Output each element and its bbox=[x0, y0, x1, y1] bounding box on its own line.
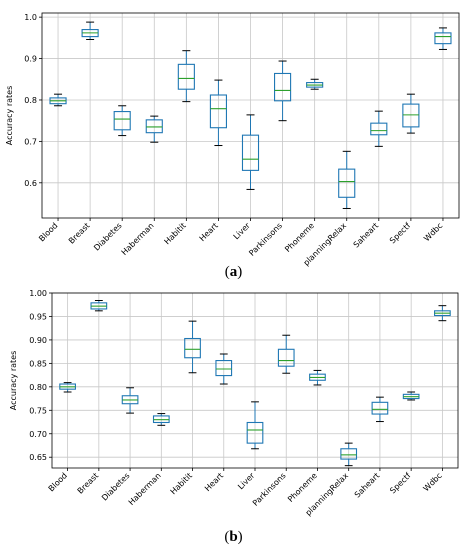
panel-b-box-parkinsons bbox=[277, 334, 295, 374]
panel-a-box-planningrelax bbox=[338, 150, 356, 209]
iqr-box bbox=[370, 122, 388, 136]
panel-b-x-tick-label-habitit: Habitit bbox=[169, 471, 194, 496]
iqr-box bbox=[241, 134, 260, 171]
iqr-box bbox=[209, 94, 227, 129]
iqr-box bbox=[177, 63, 195, 90]
panel-b-y-tick-label: 0.75 bbox=[29, 406, 47, 415]
iqr-box bbox=[113, 111, 131, 131]
panel-b-box-diabetes bbox=[121, 387, 139, 414]
panel-a-x-tick-label-liver: Liver bbox=[232, 221, 253, 242]
panel-b: 0.65 0.70 0.75 0.80 0.85 0.90 0.95 1.00 Blood Br… bbox=[9, 289, 459, 545]
panel-b-x-tick-label-breast: Breast bbox=[76, 471, 101, 496]
panel-a-box-spectf bbox=[402, 93, 420, 134]
panel-a-caption: (a) bbox=[225, 264, 243, 280]
panel-b-y-tick-label: 0.85 bbox=[29, 359, 47, 368]
panel-b-box-spectf bbox=[402, 391, 420, 401]
panel-a-box-heart bbox=[209, 79, 227, 147]
panel-a-box-saheart bbox=[370, 110, 388, 147]
panel-b-box-planningrelax bbox=[340, 442, 358, 467]
panel-a-y-ticks: 0.6 0.7 0.8 0.9 1.0 bbox=[24, 13, 42, 188]
panel-b-y-tick-label: 1.00 bbox=[29, 289, 47, 298]
panel-b-y-tick-label: 0.90 bbox=[29, 336, 47, 345]
iqr-box bbox=[402, 103, 420, 128]
panel-b-x-tick-label-heart: Heart bbox=[203, 471, 225, 493]
panel-a-x-tick-label-haberman: Haberman bbox=[120, 221, 156, 257]
panel-a-y-tick-label: 1.0 bbox=[24, 13, 37, 22]
panel-b-y-ticks: 0.65 0.70 0.75 0.80 0.85 0.90 0.95 1.00 bbox=[29, 289, 52, 462]
panel-a-y-tick-label: 0.8 bbox=[24, 96, 37, 105]
panel-b-y-axis-label: Accuracy rates bbox=[9, 351, 18, 410]
panel-a-box-parkinsons bbox=[274, 60, 292, 122]
panel-a-x-tick-label-saheart: Saheart bbox=[352, 221, 381, 250]
panel-b-y-tick-label: 0.80 bbox=[29, 383, 47, 392]
panel-a-box-phoneme bbox=[306, 78, 324, 90]
panel-a-y-axis-label: Accuracy rates bbox=[5, 86, 14, 145]
iqr-box bbox=[277, 348, 295, 367]
panel-b-box-phoneme bbox=[309, 369, 326, 386]
panel-b-x-tick-label-parkinsons: Parkinsons bbox=[251, 471, 288, 508]
panel-b-x-tick-label-haberman: Haberman bbox=[127, 471, 163, 507]
panel-b-x-tick-label-blood: Blood bbox=[47, 471, 69, 493]
panel-a-box-diabetes bbox=[113, 105, 131, 137]
panel-b-grid bbox=[52, 292, 458, 468]
panel-b-box-habitit bbox=[184, 320, 201, 374]
panel-a: 0.6 0.7 0.8 0.9 1.0 Blood Breast DiabetesHaber… bbox=[5, 12, 460, 280]
panel-a-box-blood bbox=[49, 93, 67, 107]
panel-a-box-breast bbox=[81, 21, 99, 41]
panel-a-x-tick-label-habitit: Habitit bbox=[163, 221, 188, 246]
panel-a-x-tick-label-diabetes: Diabetes bbox=[92, 221, 123, 252]
panel-b-box-haberman bbox=[152, 413, 170, 426]
panel-b-box-wdbc bbox=[434, 305, 451, 322]
panel-b-x-tick-label-spectf: Spectf bbox=[388, 471, 412, 495]
panel-a-box-liver bbox=[241, 114, 260, 190]
panel-a-boxes bbox=[49, 21, 452, 209]
panel-a-x-tick-label-parkinsons: Parkinsons bbox=[247, 221, 284, 258]
panel-b-boxes bbox=[59, 300, 451, 467]
panel-a-y-tick-label: 0.7 bbox=[24, 137, 37, 146]
panel-a-x-tick-label-breast: Breast bbox=[67, 221, 92, 246]
panel-a-box-habitit bbox=[177, 50, 195, 103]
panel-a-y-tick-label: 0.9 bbox=[24, 55, 37, 64]
panel-b-box-breast bbox=[90, 300, 108, 312]
panel-b-x-tick-label-liver: Liver bbox=[236, 471, 257, 492]
panel-b-box-liver bbox=[246, 401, 264, 450]
panel-b-y-tick-label: 0.70 bbox=[29, 430, 47, 439]
iqr-box bbox=[274, 72, 292, 102]
iqr-box bbox=[338, 168, 356, 198]
panel-b-y-tick-label: 0.95 bbox=[29, 312, 47, 321]
panel-a-x-tick-label-blood: Blood bbox=[37, 221, 59, 243]
panel-b-x-tick-label-diabetes: Diabetes bbox=[100, 471, 131, 502]
iqr-box bbox=[184, 337, 201, 359]
panel-b-x-tick-label-saheart: Saheart bbox=[353, 471, 382, 500]
panel-b-x-tick-label-wdbc: Wdbc bbox=[422, 471, 444, 493]
panel-b-box-blood bbox=[59, 382, 76, 393]
panel-b-box-heart bbox=[215, 353, 233, 385]
iqr-box bbox=[215, 360, 233, 377]
panel-b-y-tick-label: 0.65 bbox=[29, 453, 47, 462]
panel-b-caption: (b) bbox=[224, 529, 242, 545]
panel-a-box-wdbc bbox=[434, 27, 452, 50]
panel-a-x-tick-label-wdbc: Wdbc bbox=[422, 221, 444, 243]
iqr-box bbox=[340, 448, 358, 460]
panel-a-x-tick-label-spectf: Spectf bbox=[388, 221, 412, 245]
panel-a-x-tick-label-heart: Heart bbox=[198, 221, 220, 243]
iqr-box bbox=[145, 119, 163, 134]
panel-b-x-tick-label-phoneme: Phoneme bbox=[286, 471, 319, 504]
panel-a-box-haberman bbox=[145, 115, 163, 143]
iqr-box bbox=[371, 401, 389, 415]
panel-b-box-saheart bbox=[371, 396, 389, 423]
panel-a-x-tick-label-phoneme: Phoneme bbox=[283, 221, 316, 254]
panel-a-y-tick-label: 0.6 bbox=[24, 179, 37, 188]
iqr-box bbox=[246, 421, 264, 444]
iqr-box bbox=[434, 32, 452, 45]
